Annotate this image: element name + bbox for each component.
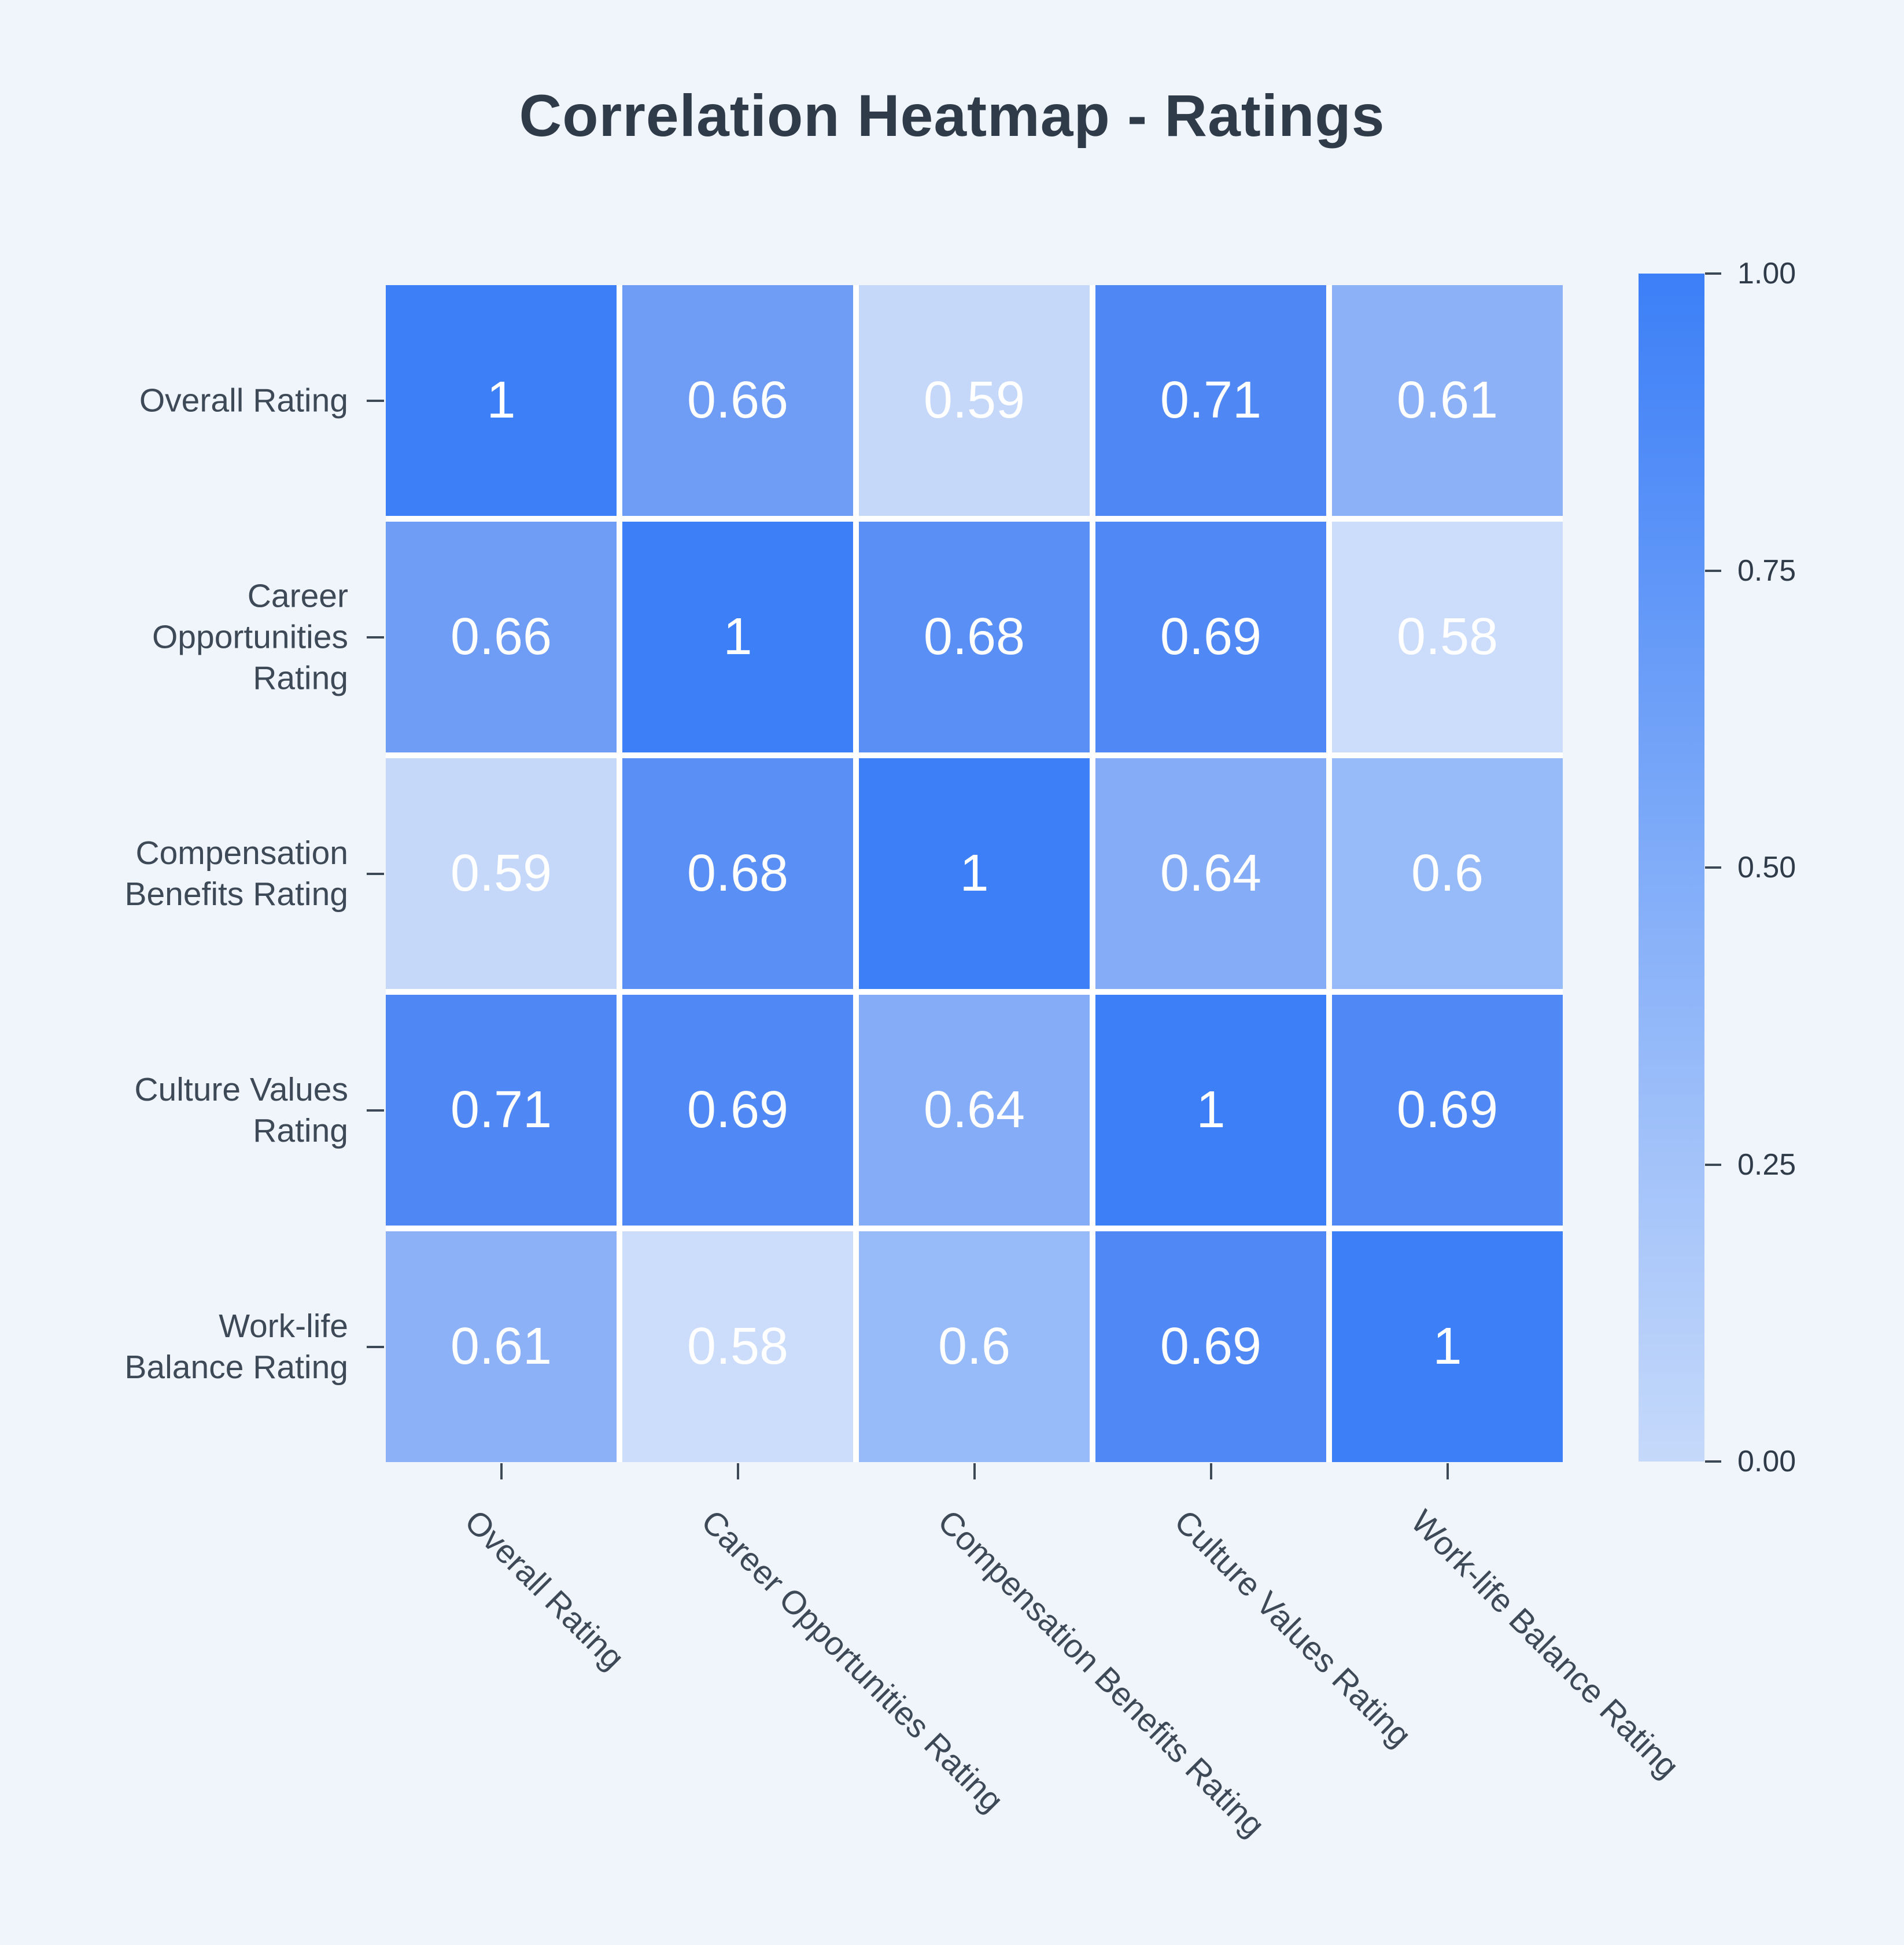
heatmap-cell[interactable]: 1 [859,758,1090,989]
heatmap-cell[interactable]: 0.61 [1332,285,1563,516]
x-axis-tick [1209,1463,1212,1479]
heatmap-cell[interactable]: 0.69 [1095,1231,1326,1462]
y-axis-label-line: Work-life [219,1307,348,1345]
heatmap-cell[interactable]: 0.69 [1332,995,1563,1226]
y-axis-label: Compensation Benefits Rating [124,833,348,915]
y-axis-label: Career Opportunities Rating [152,575,348,699]
x-axis-label: Work-life Balance Rating [1403,1503,1686,1785]
x-axis-tick [500,1463,503,1479]
chart-title: Correlation Heatmap - Ratings [519,83,1385,149]
heatmap-cell[interactable]: 0.64 [1095,758,1326,989]
y-axis-label-line: Rating [253,659,348,696]
heatmap-cell[interactable]: 0.6 [859,1231,1090,1462]
heatmap-cell[interactable]: 1 [386,285,617,516]
heatmap-cell[interactable]: 0.71 [1095,285,1326,516]
colorbar-tick-label: 0.50 [1737,851,1796,884]
y-axis-tick [367,1109,384,1112]
y-axis-label-line: Opportunities [152,618,348,655]
colorbar-gradient [1639,274,1704,1461]
y-axis-label: Work-life Balance Rating [124,1306,348,1388]
heatmap-grid[interactable]: 1 0.66 0.59 0.71 0.61 0.66 1 0.68 0.69 0.58 0.59 0.… [386,285,1563,1462]
y-axis-label: Culture Values Rating [134,1069,348,1152]
x-axis-tick [736,1463,739,1479]
colorbar-tick-label: 0.00 [1737,1445,1796,1478]
heatmap-cell[interactable]: 0.69 [1095,522,1326,752]
y-axis-label-line: Rating [253,1112,348,1149]
colorbar-tick-label: 1.00 [1737,257,1796,290]
y-axis-tick [367,1345,384,1348]
heatmap-cell[interactable]: 0.58 [1332,522,1563,752]
heatmap-cell[interactable]: 1 [1332,1231,1563,1462]
colorbar-tick [1705,1163,1721,1166]
y-axis-label-line: Compensation [135,834,348,872]
colorbar-tick [1705,569,1721,572]
y-axis-label-line: Career [247,577,348,614]
colorbar-tick [1705,1460,1721,1463]
x-axis-tick [973,1463,976,1479]
x-axis-label: Overall Rating [457,1503,632,1677]
heatmap-cell[interactable]: 0.69 [622,995,853,1226]
x-axis-label: Culture Values Rating [1167,1503,1418,1755]
x-axis-tick [1446,1463,1449,1479]
y-axis-tick [367,399,384,402]
y-axis-tick [367,872,384,875]
y-axis-label-line: Culture Values [134,1071,348,1108]
heatmap-cell[interactable]: 1 [1095,995,1326,1226]
colorbar-tick [1705,272,1721,275]
heatmap-cell[interactable]: 0.66 [622,285,853,516]
colorbar-tick [1705,866,1721,869]
heatmap-cell[interactable]: 0.68 [859,522,1090,752]
heatmap-cell[interactable]: 1 [622,522,853,752]
heatmap-cell[interactable]: 0.58 [622,1231,853,1462]
heatmap-cell[interactable]: 0.6 [1332,758,1563,989]
heatmap-cell[interactable]: 0.71 [386,995,617,1226]
heatmap-cell[interactable]: 0.64 [859,995,1090,1226]
colorbar-tick-label: 0.25 [1737,1147,1796,1182]
y-axis-label-line: Balance Rating [124,1348,348,1386]
heatmap-cell[interactable]: 0.68 [622,758,853,989]
heatmap-cell[interactable]: 0.59 [859,285,1090,516]
y-axis-label-line: Benefits Rating [124,875,348,913]
colorbar-tick-label: 0.75 [1737,553,1796,588]
y-axis-tick [367,636,384,639]
heatmap-cell[interactable]: 0.61 [386,1231,617,1462]
y-axis-label: Overall Rating [139,380,348,421]
y-axis-label-line: Overall Rating [139,382,348,419]
heatmap-cell[interactable]: 0.66 [386,522,617,752]
heatmap-cell[interactable]: 0.59 [386,758,617,989]
